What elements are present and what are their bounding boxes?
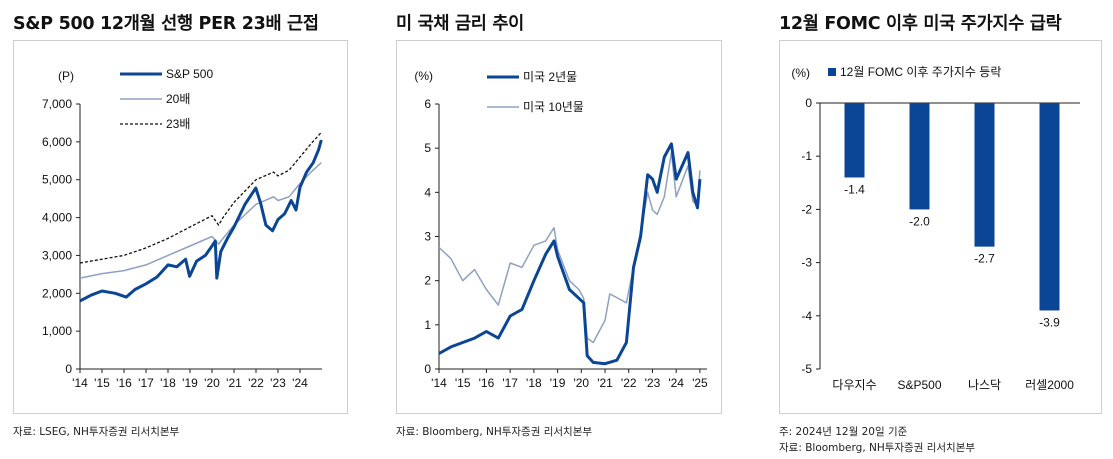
y-axis-unit: (%)	[791, 66, 810, 80]
x-tick-label: '24	[292, 376, 308, 390]
y-tick-label: 3,000	[42, 248, 72, 262]
y-tick-label: 6	[424, 97, 431, 111]
bar-value-label-2: -2.7	[974, 252, 995, 266]
legend-label: 12월 FOMC 이후 주가지수 등락	[840, 65, 1001, 79]
series-line-0	[79, 139, 323, 303]
category-label-3: 러셀2000	[1025, 378, 1074, 392]
y-tick-label: -1	[801, 149, 812, 163]
y-tick-label: 5,000	[42, 173, 72, 187]
source-2: 자료: Bloomberg, NH투자증권 리서치본부	[396, 426, 593, 438]
y-tick-label: 1,000	[42, 324, 72, 338]
x-tick-label: '15	[455, 376, 471, 390]
x-tick-label: '20	[204, 376, 220, 390]
y-tick-label: 4,000	[42, 211, 72, 225]
panel-title-2: 미 국채 금리 추이	[396, 14, 524, 34]
y-tick-label: 1	[424, 318, 431, 332]
x-tick-label: '18	[160, 376, 176, 390]
source-1: 자료: LSEG, NH투자증권 리서치본부	[13, 426, 180, 438]
y-tick-label: 2,000	[42, 286, 72, 300]
x-tick-label: '22	[621, 376, 637, 390]
x-tick-label: '14	[72, 376, 88, 390]
legend-label-1: 미국 10년물	[523, 100, 584, 114]
category-label-2: 나스닥	[968, 378, 1001, 392]
x-tick-label: '17	[502, 376, 518, 390]
y-tick-label: 2	[424, 274, 431, 288]
y-tick-label: 7,000	[42, 97, 72, 111]
x-tick-label: '21	[597, 376, 613, 390]
y-tick-label: -3	[801, 256, 812, 270]
y-tick-label: -2	[801, 202, 812, 216]
y-tick-label: 0	[805, 96, 812, 110]
series-line-1	[438, 151, 701, 344]
x-tick-label: '16	[116, 376, 132, 390]
x-tick-label: '16	[479, 376, 495, 390]
series-line-0	[438, 142, 702, 366]
bar-3	[1039, 103, 1060, 311]
legend-label-2: 23배	[166, 117, 190, 131]
legend-label-0: S&P 500	[166, 67, 213, 81]
x-tick-label: '20	[573, 376, 589, 390]
x-tick-label: '18	[526, 376, 542, 390]
category-label-0: 다우지수	[832, 378, 876, 392]
y-tick-label: 0	[65, 362, 72, 376]
per-line-chart: (P) 0 1,000 2,000 3,000 4,000 5,000 6,000 7,000 '…	[42, 67, 323, 390]
x-tick-label: '23	[645, 376, 661, 390]
y-axis-unit: (%)	[414, 69, 433, 83]
bar-2	[974, 103, 995, 247]
x-tick-label: '19	[550, 376, 566, 390]
bar-value-label-0: -1.4	[844, 182, 865, 196]
chart-panel-1: (P) 0 1,000 2,000 3,000 4,000 5,000 6,000 7,000 '…	[13, 40, 348, 414]
x-tick-label: '23	[270, 376, 286, 390]
y-tick-label: 6,000	[42, 135, 72, 149]
category-label-1: S&P500	[897, 378, 941, 392]
x-tick-label: '15	[94, 376, 110, 390]
y-tick-label: 4	[424, 185, 431, 199]
chart-panel-2: (%) 0 1 2 3 4 5 6 '14 '15 '16 '17 '18 '19 '20 '21 '22 '23…	[396, 40, 722, 414]
note-3: 주: 2024년 12월 20일 기준	[779, 426, 908, 438]
x-tick-label: '25	[692, 376, 708, 390]
bar-value-label-1: -2.0	[909, 214, 930, 228]
chart-panel-3: (%) 0 -1 -2 -3 -4 -5 -1.4 다우지수 -2.0 S&P500 -2.7 나스닥 -…	[779, 40, 1102, 414]
panel-title-3: 12월 FOMC 이후 미국 주가지수 급락	[779, 14, 1062, 34]
x-tick-label: '22	[248, 376, 264, 390]
x-tick-label: '19	[182, 376, 198, 390]
x-tick-label: '21	[226, 376, 242, 390]
y-tick-label: -4	[801, 309, 812, 323]
treasury-yield-chart: (%) 0 1 2 3 4 5 6 '14 '15 '16 '17 '18 '19 '20 '21 '22 '23…	[414, 69, 708, 390]
y-tick-label: 5	[424, 141, 431, 155]
legend-label-1: 20배	[166, 92, 190, 106]
legend-swatch	[828, 68, 836, 76]
index-drop-bar-chart: (%) 0 -1 -2 -3 -4 -5 -1.4 다우지수 -2.0 S&P500 -2.7 나스닥 -…	[791, 65, 1080, 392]
y-tick-label: 0	[424, 362, 431, 376]
y-tick-label: -5	[801, 362, 812, 376]
bar-0	[844, 103, 865, 178]
bar-value-label-3: -3.9	[1039, 315, 1060, 329]
y-axis-unit: (P)	[58, 69, 74, 83]
bar-1	[909, 103, 930, 210]
series-line-1	[79, 162, 322, 279]
legend-label-0: 미국 2년물	[523, 70, 577, 84]
panel-title-1: S&P 500 12개월 선행 PER 23배 근접	[13, 14, 319, 34]
y-tick-label: 3	[424, 230, 431, 244]
x-tick-label: '14	[431, 376, 447, 390]
x-tick-label: '17	[138, 376, 154, 390]
source-3: 자료: Bloomberg, NH투자증권 리서치본부	[779, 442, 976, 454]
series-line-2	[79, 131, 322, 264]
x-tick-label: '24	[668, 376, 684, 390]
